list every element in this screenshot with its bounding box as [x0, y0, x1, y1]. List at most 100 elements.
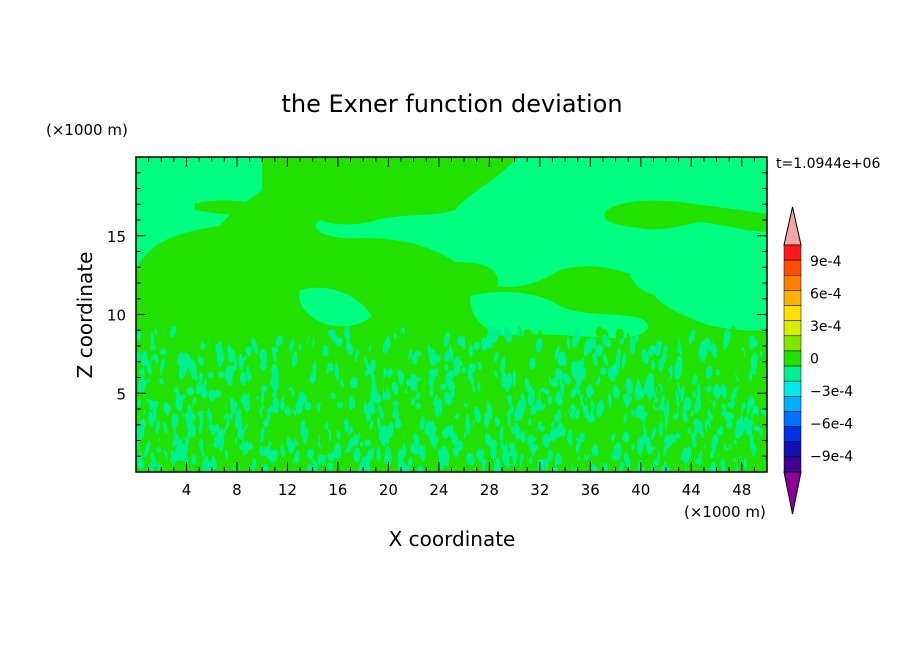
speckle [266, 408, 272, 416]
green-contour-region-upper-left [195, 200, 262, 215]
speckle [163, 387, 169, 398]
speckle [178, 370, 183, 380]
speckle [415, 392, 421, 400]
speckle [560, 409, 566, 416]
plot-area [136, 157, 767, 472]
speckle [427, 344, 433, 358]
speckle [164, 465, 169, 472]
speckle [229, 412, 234, 420]
speckle [490, 446, 497, 460]
speckle [357, 421, 362, 433]
speckle [736, 388, 744, 402]
speckle [536, 458, 545, 472]
speckle [743, 457, 748, 470]
colorbar-swatch [783, 335, 802, 352]
speckle [294, 462, 299, 471]
speckle [306, 464, 313, 471]
speckle [397, 457, 403, 472]
speckle [166, 452, 172, 460]
speckle [217, 371, 225, 378]
speckle [736, 349, 745, 359]
speckle [235, 412, 243, 430]
speckle [675, 432, 681, 440]
speckle [564, 373, 572, 387]
speckle [301, 374, 309, 391]
speckle [681, 405, 688, 424]
speckle [436, 441, 442, 450]
speckle [650, 359, 656, 371]
speckle [364, 439, 372, 447]
speckle [282, 463, 287, 471]
speckle [756, 433, 763, 444]
speckle [705, 337, 713, 352]
speckle [691, 374, 698, 386]
speckle [414, 350, 422, 357]
speckle [629, 399, 637, 409]
speckle [419, 415, 425, 431]
speckle [586, 461, 590, 472]
speckle [701, 447, 709, 466]
light-gap-region-far-right [652, 282, 767, 331]
speckle [319, 402, 326, 414]
speckle [330, 420, 336, 433]
x-axis: 4 8 12 16 20 24 28 32 36 40 44 48 [148, 157, 755, 499]
speckle [308, 388, 316, 400]
speckle [535, 367, 542, 382]
speckle [397, 369, 402, 379]
speckle [371, 341, 377, 349]
speckle [406, 437, 415, 445]
speckle [191, 454, 197, 465]
speckle [427, 404, 436, 422]
speckle [481, 337, 488, 352]
speckle [444, 363, 449, 371]
speckle [298, 343, 302, 352]
speckle [191, 358, 197, 375]
speckle [743, 416, 750, 423]
speckle [584, 404, 589, 419]
speckle [304, 401, 312, 411]
speckle [159, 434, 166, 452]
speckle [750, 352, 758, 369]
speckle [503, 325, 512, 343]
speckle [168, 408, 174, 421]
speckle [386, 368, 394, 378]
speckle [563, 412, 570, 427]
colorbar-swatch [783, 396, 802, 412]
speckle [632, 357, 638, 368]
speckle [613, 442, 622, 458]
speckle [555, 368, 564, 380]
speckle [607, 425, 615, 435]
speckle [590, 463, 598, 472]
speckle [345, 341, 354, 355]
speckle [662, 427, 666, 437]
speckle [607, 412, 612, 421]
speckle [443, 425, 451, 439]
speckle [441, 445, 450, 463]
speckle [179, 464, 187, 472]
speckle [713, 383, 721, 399]
speckle [500, 361, 506, 372]
speckle [245, 345, 252, 357]
speckle [317, 454, 323, 465]
speckle [163, 404, 172, 413]
speckle [622, 402, 627, 414]
speckle [719, 367, 727, 386]
x-tick-label: 4 [182, 481, 192, 499]
speckle [466, 452, 475, 466]
speckle [453, 400, 458, 411]
speckle [461, 357, 468, 370]
speckle [653, 401, 660, 409]
colorbar-under-triangle [783, 471, 802, 515]
speckle [509, 405, 514, 415]
speckle [552, 376, 558, 385]
speckle [175, 391, 181, 410]
speckle [731, 443, 737, 450]
speckle [583, 446, 590, 456]
speckle [508, 455, 513, 465]
speckle [535, 337, 543, 353]
speckle [586, 388, 590, 396]
speckle [715, 405, 723, 414]
speckle [363, 401, 368, 416]
speckle [139, 419, 146, 429]
light-gap-region-right [470, 291, 649, 339]
